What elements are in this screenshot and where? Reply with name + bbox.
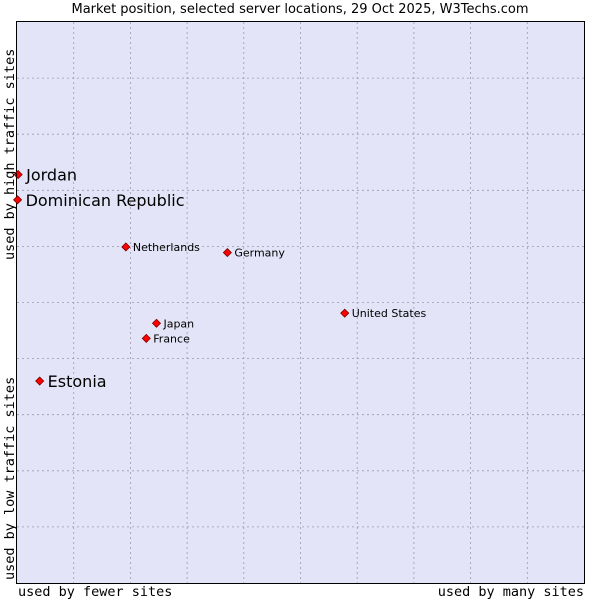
- y-axis-label-top: used by high traffic sites: [2, 48, 18, 260]
- data-point: Jordan: [13, 166, 77, 185]
- point-marker: [151, 318, 162, 328]
- data-point: Dominican Republic: [13, 191, 185, 210]
- point-label: France: [153, 332, 190, 345]
- data-point: Germany: [222, 247, 285, 260]
- point-marker: [13, 195, 23, 205]
- grid-lines: [17, 22, 584, 583]
- point-label: United States: [352, 307, 427, 320]
- data-point: Japan: [151, 317, 194, 330]
- data-points: Jordan Dominican Republic Netherlands Germa…: [13, 166, 427, 391]
- point-label: Jordan: [25, 166, 77, 185]
- point-marker: [13, 170, 23, 180]
- point-marker: [35, 376, 45, 386]
- point-marker: [121, 242, 131, 252]
- x-axis-label-left: used by fewer sites: [18, 584, 173, 600]
- data-point: Estonia: [35, 372, 107, 391]
- chart-title: Market position, selected server locatio…: [71, 2, 529, 17]
- point-label: Netherlands: [133, 241, 200, 254]
- point-marker: [222, 248, 232, 258]
- point-label: Dominican Republic: [26, 191, 185, 210]
- data-point: Netherlands: [121, 241, 200, 254]
- point-marker: [141, 333, 151, 343]
- data-point: United States: [340, 307, 427, 320]
- point-label: Japan: [162, 317, 194, 330]
- point-marker: [340, 308, 350, 318]
- y-axis-label-bottom: used by low traffic sites: [2, 376, 18, 580]
- x-axis-label-right: used by many sites: [437, 584, 584, 600]
- point-label: Estonia: [48, 372, 107, 391]
- point-label: Germany: [234, 247, 285, 260]
- data-point: France: [141, 332, 190, 345]
